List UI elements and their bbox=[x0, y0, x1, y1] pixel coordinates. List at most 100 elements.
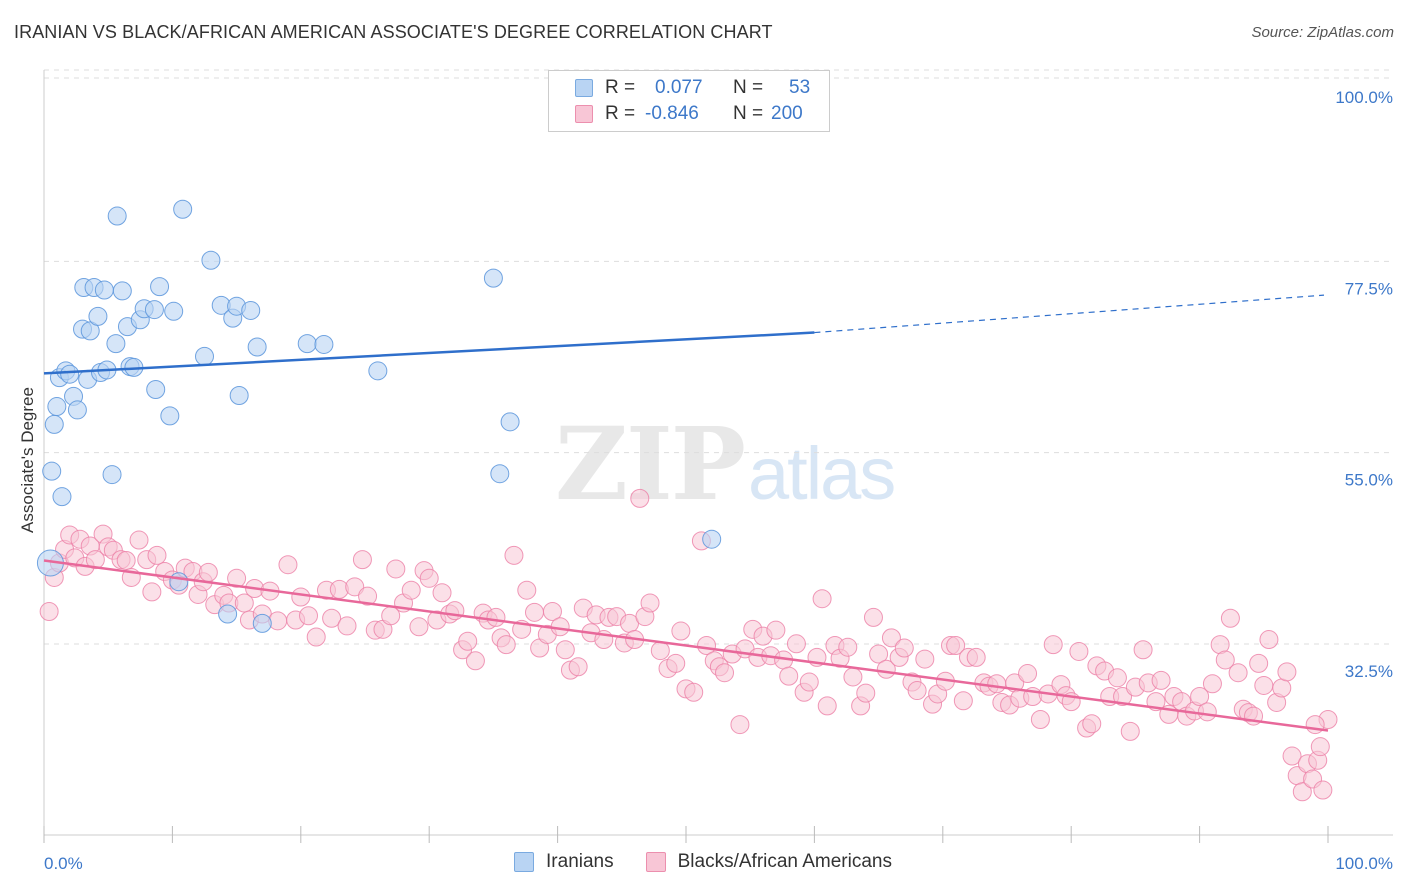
point-blacks-african-americans bbox=[1133, 640, 1153, 660]
point-blacks-african-americans bbox=[278, 555, 298, 575]
point-blacks-african-americans bbox=[666, 653, 686, 673]
axes bbox=[43, 70, 1393, 836]
point-blacks-african-americans bbox=[856, 683, 876, 703]
point-iranians bbox=[144, 300, 164, 320]
point-blacks-african-americans bbox=[1202, 674, 1222, 694]
point-blacks-african-americans bbox=[1313, 780, 1333, 800]
x-ticks bbox=[43, 826, 1329, 843]
trendlines bbox=[43, 294, 1329, 732]
point-blacks-african-americans bbox=[517, 580, 537, 600]
point-blacks-african-americans bbox=[863, 607, 883, 627]
stats-legend: R = 0.077 N = 53 R = -0.846 N = 200 bbox=[548, 70, 830, 132]
point-blacks-african-americans bbox=[869, 644, 889, 664]
point-blacks-african-americans bbox=[671, 621, 691, 641]
point-blacks-african-americans bbox=[1107, 668, 1127, 688]
legend-n-label: N = bbox=[733, 103, 764, 124]
point-iranians bbox=[112, 281, 132, 301]
point-iranians bbox=[490, 464, 510, 484]
point-iranians bbox=[107, 206, 127, 226]
legend-swatch-pink bbox=[575, 105, 593, 123]
point-iranians bbox=[164, 301, 184, 321]
point-blacks-african-americans bbox=[1292, 782, 1312, 802]
point-iranians bbox=[229, 385, 249, 405]
point-iranians bbox=[368, 361, 388, 381]
x-tick-label-min: 0.0% bbox=[44, 854, 83, 873]
point-blacks-african-americans bbox=[1120, 721, 1140, 741]
point-blacks-african-americans bbox=[458, 631, 478, 651]
point-iranians bbox=[500, 412, 520, 432]
point-blacks-african-americans bbox=[1277, 662, 1297, 682]
point-iranians bbox=[94, 280, 114, 300]
point-blacks-african-americans bbox=[946, 635, 966, 655]
point-blacks-african-americans bbox=[894, 638, 914, 658]
legend-n-value: 53 bbox=[789, 77, 811, 98]
legend-n-value: 200 bbox=[771, 103, 803, 124]
series-iranians bbox=[36, 74, 728, 633]
trendline-iranians bbox=[43, 331, 815, 375]
point-blacks-african-americans bbox=[419, 568, 439, 588]
point-blacks-african-americans bbox=[465, 651, 485, 671]
point-blacks-african-americans bbox=[1228, 663, 1248, 683]
watermark-atlas: atlas bbox=[747, 432, 896, 515]
point-iranians bbox=[252, 613, 272, 633]
grid bbox=[44, 69, 1393, 645]
point-blacks-african-americans bbox=[291, 587, 311, 607]
legend-r-value: -0.846 bbox=[645, 103, 699, 124]
legend-swatch-iranians bbox=[514, 852, 535, 872]
legend-item-blacks[interactable]: Blacks/African Americans bbox=[645, 851, 892, 873]
point-iranians bbox=[160, 406, 180, 426]
point-blacks-african-americans bbox=[299, 606, 319, 626]
point-iranians bbox=[247, 337, 267, 357]
point-iranians bbox=[314, 334, 334, 354]
point-blacks-african-americans bbox=[1272, 678, 1292, 698]
point-blacks-african-americans bbox=[496, 635, 516, 655]
legend-item-iranians[interactable]: Iranians bbox=[514, 851, 614, 873]
point-blacks-african-americans bbox=[1082, 714, 1102, 734]
point-blacks-african-americans bbox=[786, 634, 806, 654]
point-blacks-african-americans bbox=[198, 562, 218, 582]
point-blacks-african-americans bbox=[1113, 687, 1133, 707]
point-blacks-african-americans bbox=[715, 663, 735, 683]
point-blacks-african-americans bbox=[881, 628, 901, 648]
legend-n-label: N = bbox=[733, 77, 764, 98]
point-blacks-african-americans bbox=[337, 616, 357, 636]
point-blacks-african-americans bbox=[1254, 675, 1274, 695]
point-blacks-african-americans bbox=[1310, 737, 1330, 757]
point-iranians bbox=[42, 461, 62, 481]
legend-row-blacks: R = -0.846 N = 200 bbox=[549, 101, 821, 127]
point-iranians bbox=[52, 487, 72, 507]
point-blacks-african-americans bbox=[966, 647, 986, 667]
watermark: ZIPatlas bbox=[555, 405, 896, 523]
point-blacks-african-americans bbox=[953, 691, 973, 711]
point-iranians bbox=[102, 465, 122, 485]
point-iranians bbox=[173, 199, 193, 219]
point-iranians bbox=[169, 572, 189, 592]
point-blacks-african-americans bbox=[1043, 635, 1063, 655]
point-blacks-african-americans bbox=[1249, 653, 1269, 673]
point-blacks-african-americans bbox=[85, 550, 105, 570]
legend-label-blacks: Blacks/African Americans bbox=[677, 851, 892, 872]
point-blacks-african-americans bbox=[227, 568, 247, 588]
y-tick-label: 77.5% bbox=[1345, 279, 1393, 298]
point-blacks-african-americans bbox=[684, 682, 704, 702]
legend-r-value: 0.077 bbox=[655, 77, 703, 98]
point-blacks-african-americans bbox=[843, 667, 863, 687]
point-iranians bbox=[150, 277, 170, 297]
point-blacks-african-americans bbox=[1151, 670, 1171, 690]
point-blacks-african-americans bbox=[409, 617, 429, 637]
point-iranians bbox=[44, 414, 64, 434]
point-iranians bbox=[88, 306, 108, 326]
point-blacks-african-americans bbox=[915, 649, 935, 669]
point-blacks-african-americans bbox=[322, 608, 342, 628]
series-legend: Iranians Blacks/African Americans bbox=[0, 851, 1406, 873]
point-blacks-african-americans bbox=[147, 545, 167, 565]
point-iranians bbox=[483, 268, 503, 288]
point-iranians bbox=[241, 300, 261, 320]
point-blacks-african-americans bbox=[401, 580, 421, 600]
point-iranians bbox=[47, 397, 67, 417]
y-tick-label: 32.5% bbox=[1345, 662, 1393, 681]
point-iranians bbox=[67, 400, 87, 420]
series-blacks-african-americans bbox=[39, 488, 1338, 802]
chart-title: IRANIAN VS BLACK/AFRICAN AMERICAN ASSOCI… bbox=[14, 22, 773, 42]
